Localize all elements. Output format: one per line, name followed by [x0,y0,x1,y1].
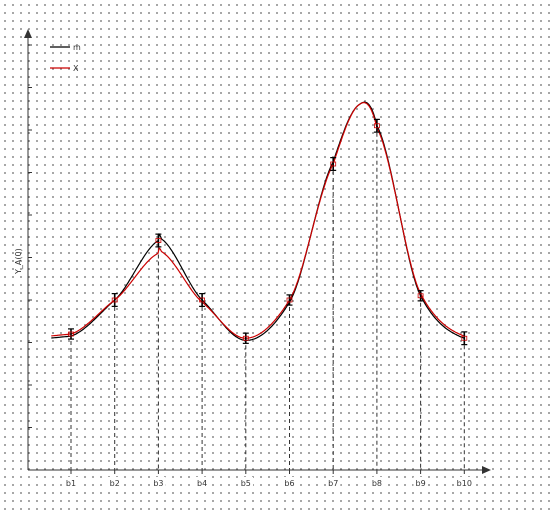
y-axis-arrow [24,29,32,38]
y-axis-label: Y_A(0) [14,248,23,275]
x-tick-label-b3: b3 [153,479,163,488]
axes [24,29,491,474]
x-tick-label-bg [238,477,253,488]
x-tick-labels: b1 b2 b3 b4 b5 b6 b7 b8 b9 b10 [63,470,475,488]
legend-label-X: X [73,64,79,73]
x-tick-label-b8: b8 [372,479,382,488]
x-tick-label-bg [454,477,475,488]
x-tick-label-b9: b9 [416,479,426,488]
error-bar-b6 [286,294,293,306]
series-lines [51,101,465,342]
x-tick-label-b1: b1 [66,479,76,488]
error-bar-b8 [373,118,380,133]
x-tick-label-b2: b2 [110,479,120,488]
y-ticks [28,44,32,428]
x-tick-label-bg [326,477,341,488]
x-tick-label-bg [369,477,385,488]
error-bar-b1 [68,328,74,340]
error-bar-b10 [461,331,468,346]
legend-label-m: m [73,43,81,52]
error-bars [68,118,468,346]
error-bar-b7 [330,157,337,171]
x-tick-label-b10: b10 [457,479,472,488]
error-bar-b4 [199,293,206,307]
legend: mX [50,43,81,73]
x-tick-label-bg [282,477,297,488]
error-bar-b5 [242,332,249,344]
x-tick-label-b5: b5 [241,479,251,488]
series-line-X [51,102,465,339]
x-tick-label-b4: b4 [197,479,207,488]
error-bar-b3 [155,233,162,248]
x-tick-label-bg [63,477,79,488]
x-tick-label-bg [194,477,210,488]
series-line-m [51,101,465,342]
x-axis-arrow [482,466,491,474]
x-tick-label-bg [413,477,428,488]
x-tick-label-bg [151,477,166,488]
x-tick-label-b7: b7 [328,479,338,488]
drop-lines [70,125,465,470]
error-bar-b9 [417,290,424,302]
error-bar-b2 [111,293,118,307]
x-tick-label-bg [107,477,122,488]
x-tick-label-b6: b6 [284,479,294,488]
